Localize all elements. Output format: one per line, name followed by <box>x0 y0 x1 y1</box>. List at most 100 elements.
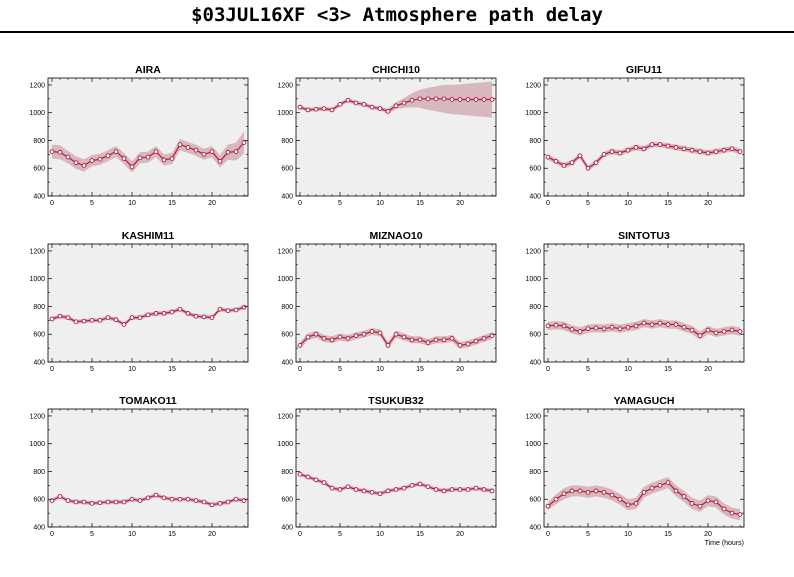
x-tick-label-tsukub32: 15 <box>416 531 424 538</box>
y-tick-label-tomako11: 1200 <box>29 413 45 420</box>
data-point-tsukub32 <box>393 487 399 492</box>
panel-title-yamaguch: YAMAGUCH <box>614 395 675 407</box>
x-tick-label-yamaguch: 0 <box>546 531 550 538</box>
data-point-kashim11 <box>209 315 215 320</box>
data-point-sintotu3 <box>593 325 599 331</box>
y-tick-label-miznao10: 1200 <box>277 248 293 255</box>
data-point-kashim11 <box>161 311 167 316</box>
uncertainty-band-yamaguch <box>548 477 740 521</box>
data-point-miznao10 <box>361 331 367 337</box>
data-point-yamaguch <box>721 506 727 512</box>
data-point-sintotu3 <box>721 329 727 334</box>
data-point-sintotu3 <box>729 327 735 333</box>
data-point-tsukub32 <box>409 483 415 488</box>
data-point-aira <box>193 147 199 153</box>
panel-title-sintotu3: SINTOTU3 <box>618 230 670 242</box>
data-point-kashim11 <box>241 304 247 310</box>
y-tick-label-miznao10: 400 <box>281 360 293 367</box>
data-point-sintotu3 <box>569 327 575 332</box>
data-point-gifu11 <box>649 142 655 147</box>
data-point-yamaguch <box>729 510 735 516</box>
x-tick-label-tsukub32: 0 <box>298 531 302 538</box>
x-tick-label-chichi10: 15 <box>416 200 424 207</box>
y-tick-label-miznao10: 600 <box>281 332 293 339</box>
data-point-tomako11 <box>145 495 151 501</box>
x-tick-label-aira: 5 <box>90 200 94 207</box>
data-point-chichi10 <box>369 104 375 110</box>
y-tick-label-chichi10: 1000 <box>277 110 293 117</box>
x-tick-label-aira: 15 <box>168 200 176 207</box>
x-tick-label-gifu11: 0 <box>546 200 550 207</box>
data-point-sintotu3 <box>585 326 591 332</box>
data-point-tsukub32 <box>345 484 351 490</box>
data-point-yamaguch <box>609 492 615 498</box>
data-point-chichi10 <box>377 106 383 111</box>
data-point-sintotu3 <box>697 333 703 338</box>
data-point-kashim11 <box>185 311 191 316</box>
data-point-gifu11 <box>641 146 647 152</box>
data-point-gifu11 <box>697 149 703 154</box>
data-point-tsukub32 <box>481 487 487 492</box>
data-point-chichi10 <box>361 102 367 107</box>
y-tick-label-aira: 400 <box>33 194 45 201</box>
data-point-aira <box>161 157 167 163</box>
data-point-tsukub32 <box>313 477 319 483</box>
data-point-gifu11 <box>713 149 719 154</box>
y-tick-label-aira: 600 <box>33 166 45 173</box>
data-point-kashim11 <box>177 306 183 312</box>
data-point-aira <box>233 149 239 154</box>
y-tick-label-chichi10: 400 <box>281 194 293 201</box>
x-tick-label-tomako11: 5 <box>90 531 94 538</box>
y-tick-label-tsukub32: 1000 <box>277 441 293 448</box>
x-tick-label-gifu11: 20 <box>704 200 712 207</box>
x-tick-label-miznao10: 20 <box>456 366 464 373</box>
y-tick-label-kashim11: 1200 <box>29 248 45 255</box>
panel-title-kashim11: KASHIM11 <box>122 230 175 242</box>
data-point-chichi10 <box>297 104 303 110</box>
data-point-yamaguch <box>713 499 719 505</box>
y-tick-label-tomako11: 400 <box>33 525 45 532</box>
x-tick-label-kashim11: 0 <box>50 366 54 373</box>
data-point-gifu11 <box>681 146 687 152</box>
y-tick-label-tomako11: 800 <box>33 469 45 476</box>
y-tick-label-tsukub32: 600 <box>281 497 293 504</box>
data-point-tomako11 <box>225 499 231 505</box>
data-point-aira <box>113 149 119 154</box>
data-point-kashim11 <box>129 315 135 320</box>
data-point-tomako11 <box>201 499 207 505</box>
x-tick-label-tsukub32: 10 <box>376 531 384 538</box>
data-point-aira <box>65 154 71 160</box>
y-tick-label-tsukub32: 800 <box>281 469 293 476</box>
data-point-aira <box>209 149 215 154</box>
data-point-sintotu3 <box>681 324 687 330</box>
x-tick-label-chichi10: 5 <box>338 200 342 207</box>
data-point-kashim11 <box>201 314 207 320</box>
data-point-chichi10 <box>457 97 463 102</box>
data-point-miznao10 <box>305 334 311 340</box>
data-point-aira <box>105 153 111 159</box>
x-tick-label-kashim11: 20 <box>208 366 216 373</box>
x-tick-label-miznao10: 10 <box>376 366 384 373</box>
data-point-miznao10 <box>313 331 319 337</box>
data-point-tomako11 <box>97 500 103 506</box>
data-point-gifu11 <box>545 154 551 160</box>
data-point-tomako11 <box>89 501 95 506</box>
y-tick-label-chichi10: 800 <box>281 138 293 145</box>
data-point-sintotu3 <box>705 327 711 333</box>
data-point-sintotu3 <box>633 323 639 329</box>
x-tick-label-gifu11: 15 <box>664 200 672 207</box>
data-point-gifu11 <box>657 142 663 147</box>
data-point-gifu11 <box>585 165 591 171</box>
data-point-tsukub32 <box>297 471 303 477</box>
data-point-gifu11 <box>553 158 559 164</box>
data-point-yamaguch <box>705 498 711 503</box>
data-point-yamaguch <box>569 488 575 494</box>
plot-area-aira <box>48 78 248 196</box>
data-point-yamaguch <box>673 488 679 494</box>
data-point-tsukub32 <box>489 488 495 494</box>
data-point-miznao10 <box>457 342 463 348</box>
y-tick-label-yamaguch: 400 <box>529 525 541 532</box>
x-tick-label-tomako11: 0 <box>50 531 54 538</box>
data-point-aira <box>241 140 247 145</box>
